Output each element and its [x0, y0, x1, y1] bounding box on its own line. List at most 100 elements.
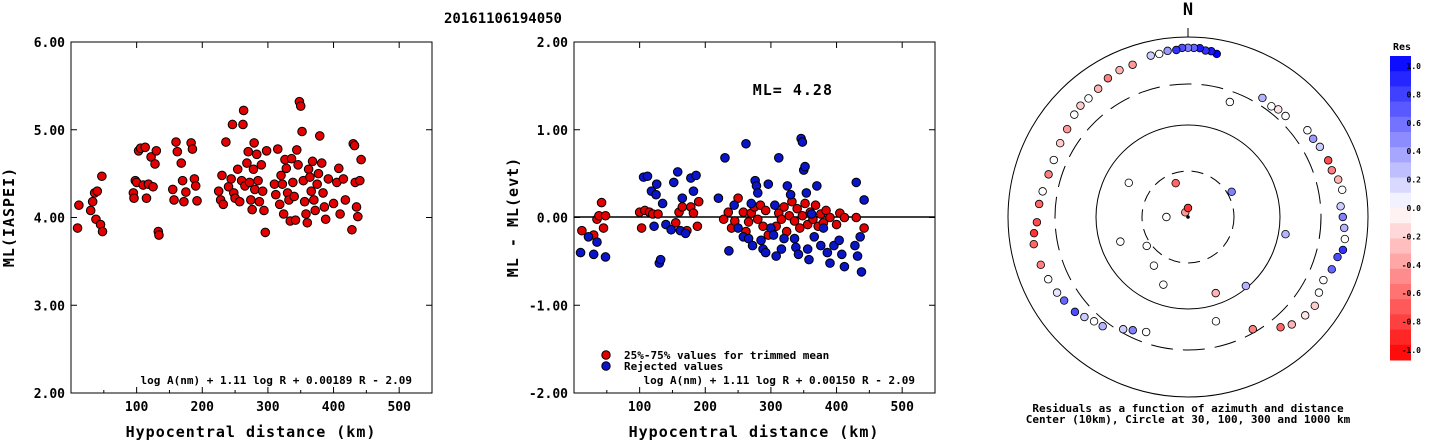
station-marker	[1258, 93, 1267, 103]
data-point-blue	[642, 171, 653, 182]
colorbar-cell	[1390, 329, 1411, 346]
station-marker	[1076, 101, 1085, 110]
data-point-blue	[651, 179, 662, 189]
data-point-red	[320, 214, 331, 225]
station-marker	[1044, 170, 1053, 179]
data-point-red	[253, 175, 263, 186]
data-point-red	[797, 210, 808, 221]
y-tick-label: -1.00	[529, 299, 568, 314]
data-point-red	[249, 138, 259, 148]
data-point-red	[328, 198, 339, 209]
y-tick-label: 1.00	[537, 124, 568, 139]
data-point-blue	[760, 247, 771, 258]
data-point-red	[347, 224, 357, 235]
colorbar-cell	[1390, 223, 1411, 239]
data-point-blue	[747, 240, 758, 251]
data-point-blue	[789, 233, 800, 244]
data-point-red	[227, 119, 238, 130]
data-point-blue	[583, 232, 594, 242]
data-point-red	[281, 163, 292, 174]
data-point-blue	[729, 200, 739, 211]
station-marker	[1070, 110, 1079, 119]
data-point-blue	[852, 251, 863, 261]
data-point-blue	[801, 188, 812, 198]
residual-colorbar: Res 1.0 0.8 0.6 0.4 0.2 0.0 -0.2 -0.4 -0.6 -0.8 -1…	[1390, 42, 1421, 361]
station-marker	[1315, 142, 1325, 152]
data-point-blue	[733, 223, 743, 233]
data-point-red	[349, 140, 360, 151]
legend-label-red: 25%-75% values for trimmed mean	[624, 349, 829, 362]
data-point-blue	[666, 224, 676, 235]
data-point-red	[312, 179, 322, 189]
data-point-red	[752, 214, 763, 225]
x-tick-label: 500	[890, 400, 914, 415]
data-point-red	[150, 159, 160, 169]
y-tick-label: -2.00	[529, 387, 568, 402]
data-point-blue	[771, 251, 781, 261]
station-marker	[1029, 228, 1039, 238]
station-marker	[1183, 203, 1193, 213]
data-point-red	[274, 199, 285, 210]
data-point-blue	[688, 186, 699, 196]
x-tick-label: 300	[759, 400, 783, 415]
station-marker	[1062, 124, 1072, 134]
y-tick-label: 5.00	[34, 124, 65, 139]
data-point-red	[600, 210, 611, 221]
station-marker	[1172, 45, 1181, 55]
data-point-red	[758, 221, 768, 232]
y-tick-label: 3.00	[34, 299, 65, 314]
station-marker	[1340, 234, 1350, 244]
caption-line-2: Center (10km), Circle at 30, 100, 300 an…	[1026, 413, 1351, 426]
data-point-red	[129, 193, 139, 203]
data-point-blue	[825, 258, 835, 268]
station-marker	[1327, 265, 1336, 274]
station-marker	[1128, 60, 1137, 69]
data-point-red	[718, 214, 729, 225]
colorbar-cell	[1390, 132, 1411, 148]
station-marker	[1310, 301, 1320, 310]
colorbar-tick-label: 0.2	[1407, 176, 1422, 185]
station-marker	[1093, 84, 1103, 93]
station-marker	[1142, 241, 1151, 251]
data-point-red	[251, 149, 262, 160]
data-point-red	[256, 160, 267, 170]
station-marker	[1319, 275, 1328, 285]
data-point-red	[306, 186, 317, 196]
station-marker	[1338, 245, 1348, 255]
data-point-red	[221, 137, 231, 147]
station-marker	[1211, 317, 1221, 326]
data-point-blue	[668, 177, 679, 188]
station-marker	[1084, 94, 1093, 103]
colorbar-cell	[1390, 162, 1411, 179]
colorbar-cell	[1390, 314, 1411, 331]
data-point-blue	[575, 247, 586, 258]
data-point-blue	[809, 232, 820, 242]
data-point-red	[257, 186, 268, 196]
y-tick-label: 4.00	[34, 212, 65, 227]
data-point-red	[169, 195, 179, 205]
station-marker	[1225, 97, 1235, 107]
station-marker	[1124, 178, 1133, 187]
y-tick-label: 2.00	[537, 36, 568, 51]
data-point-blue	[651, 189, 661, 200]
data-point-red	[97, 171, 107, 182]
station-marker	[1281, 229, 1290, 239]
data-point-blue	[812, 181, 822, 191]
data-point-red	[738, 207, 749, 218]
data-point-red	[154, 230, 164, 240]
station-marker	[1118, 325, 1128, 334]
data-point-blue	[815, 240, 826, 251]
data-point-red	[356, 154, 366, 165]
station-marker	[1162, 212, 1171, 222]
station-marker	[1098, 322, 1107, 331]
data-point-red	[779, 202, 789, 212]
data-point-red	[794, 223, 805, 233]
data-point-blue	[856, 267, 867, 277]
data-point-red	[693, 196, 704, 207]
station-marker	[1146, 51, 1155, 60]
circle-30km	[1141, 170, 1235, 264]
data-point-red	[340, 195, 351, 205]
data-point-red	[72, 223, 83, 233]
data-point-red	[172, 146, 183, 157]
station-marker	[1038, 187, 1047, 196]
